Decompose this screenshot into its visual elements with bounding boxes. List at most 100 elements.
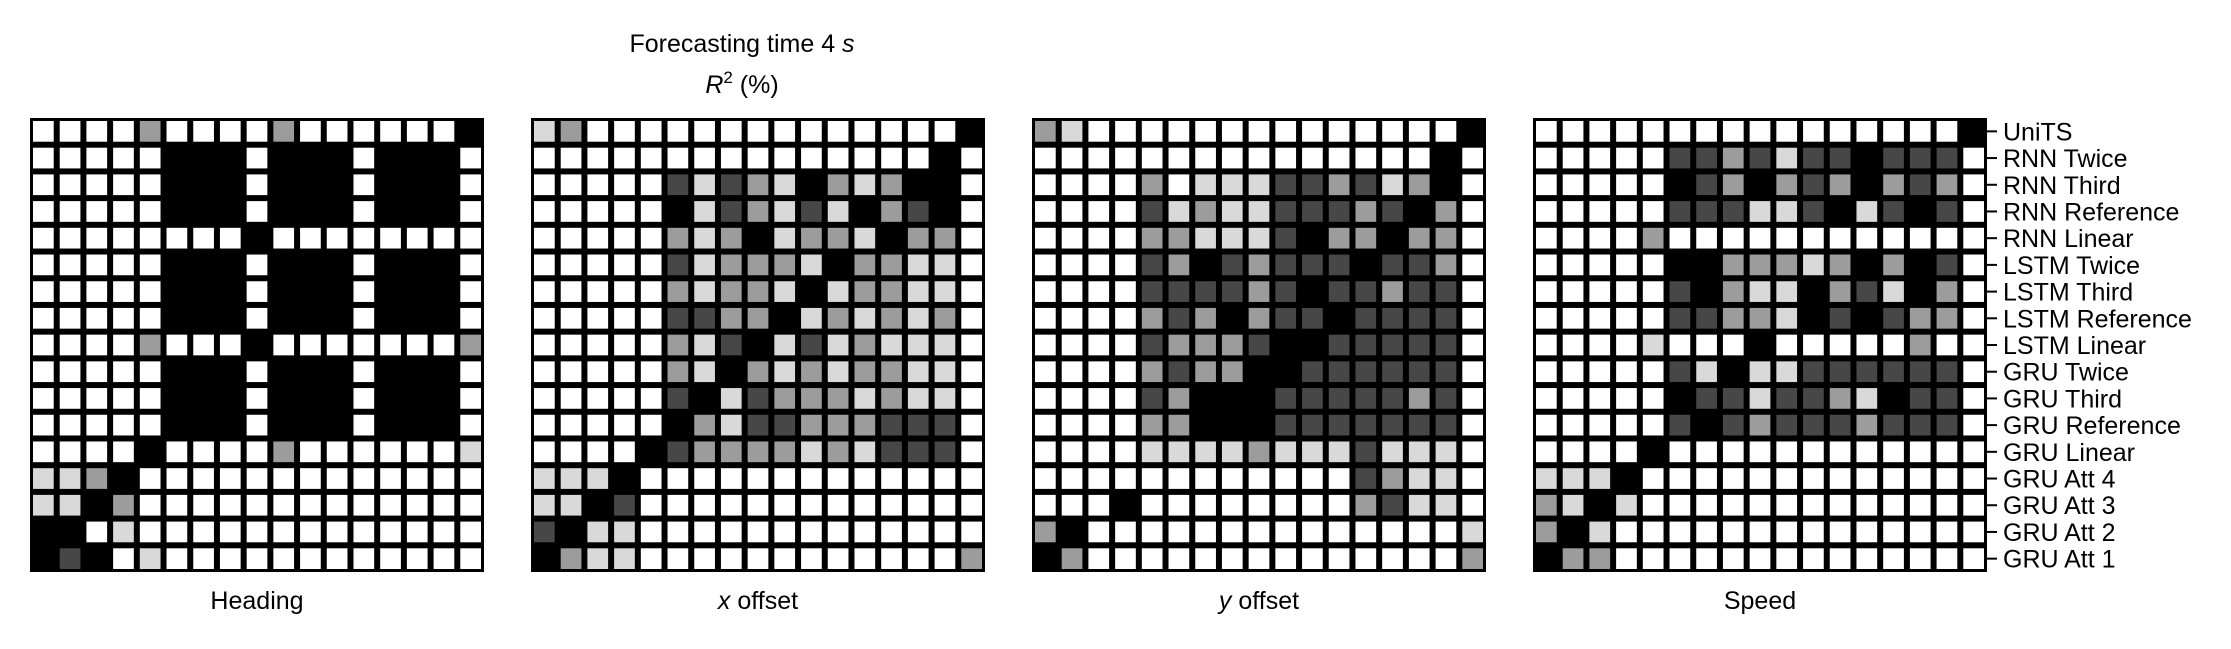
- heatmap-cell: [353, 388, 375, 409]
- heatmap-cell: [1088, 334, 1110, 356]
- heatmap-cell: [1589, 361, 1611, 383]
- heatmap-cell: [326, 468, 348, 489]
- heatmap-cell: [1616, 388, 1637, 409]
- heatmap-cell: [86, 227, 108, 249]
- heatmap-cell: [166, 307, 188, 329]
- heatmap-cell: [1856, 521, 1878, 543]
- heatmap-cell: [33, 174, 54, 196]
- heatmap-cell: [380, 227, 401, 249]
- heatmap-cell: [1669, 307, 1691, 329]
- heatmap-cell: [1195, 307, 1216, 329]
- heatmap-cell: [1328, 307, 1350, 329]
- heatmap-cell: [1856, 227, 1878, 249]
- heatmap-cell: [1562, 441, 1584, 463]
- heatmap-cell: [59, 521, 81, 543]
- heatmap-cell: [1408, 334, 1430, 356]
- heatmap-cell: [1168, 388, 1190, 409]
- heatmap-cell: [1776, 388, 1798, 409]
- heatmap-panel-2: x offset: [531, 118, 985, 615]
- heatmap-cell: [1536, 281, 1557, 302]
- heatmap-cell: [1562, 548, 1584, 569]
- heatmap-cell: [139, 361, 161, 383]
- heatmap-cell: [1642, 227, 1664, 249]
- heatmap-cell: [1909, 361, 1931, 383]
- heatmap-cell: [801, 254, 822, 276]
- heatmap-cell: [1035, 201, 1056, 222]
- heatmap-cell: [1115, 414, 1136, 436]
- heatmap-cell: [1803, 548, 1824, 569]
- heatmap-cell: [614, 121, 635, 142]
- heatmap-cell: [460, 388, 481, 409]
- heatmap-cell: [1616, 521, 1637, 543]
- heatmap-cell: [1803, 174, 1824, 196]
- heatmap-cell: [1883, 201, 1904, 222]
- heatmap-cell: [1035, 334, 1056, 356]
- heatmap-cell: [747, 468, 769, 489]
- heatmap-cell: [219, 281, 241, 302]
- heatmap-cell: [907, 388, 929, 409]
- heatmap-cell: [934, 521, 956, 543]
- heatmap-cell: [694, 254, 715, 276]
- heatmap-cell: [353, 307, 375, 329]
- heatmap-cell: [1589, 414, 1611, 436]
- heatmap-cell: [667, 121, 689, 142]
- heatmap-cell: [667, 414, 689, 436]
- heatmap-cell: [353, 414, 375, 436]
- heatmap-cell: [59, 147, 81, 169]
- heatmap-cell: [801, 307, 822, 329]
- heatmap-cell: [1803, 121, 1824, 142]
- heatmap-cell: [934, 468, 956, 489]
- heatmap-cell: [219, 147, 241, 169]
- heatmap-cell: [1722, 441, 1744, 463]
- heatmap-cell: [934, 281, 956, 302]
- heatmap-cell: [1669, 174, 1691, 196]
- heatmap-cell: [587, 494, 609, 516]
- heatmap-cell: [1669, 361, 1691, 383]
- heatmap-cell: [614, 388, 635, 409]
- heatmap-cell: [1589, 174, 1611, 196]
- heatmap-cell: [1616, 281, 1637, 302]
- heatmap-cell: [1195, 334, 1216, 356]
- heatmap-cell: [587, 254, 609, 276]
- heatmap-cell: [774, 521, 796, 543]
- heatmap-cell: [406, 361, 428, 383]
- heatmap-cell: [86, 548, 108, 569]
- heatmap-cell: [1642, 388, 1664, 409]
- heatmap-cell: [1435, 174, 1457, 196]
- heatmap-cell: [1829, 334, 1851, 356]
- heatmap-cell: [1382, 201, 1403, 222]
- heatmap-cell: [1909, 254, 1931, 276]
- heatmap-cell: [246, 281, 268, 302]
- heatmap-cell: [694, 227, 715, 249]
- heatmap-cell: [614, 201, 635, 222]
- heatmap-cell: [406, 147, 428, 169]
- heatmap-cell: [1536, 548, 1557, 569]
- heatmap-cell: [1355, 521, 1377, 543]
- heatmap-cell: [59, 201, 81, 222]
- heatmap-cell: [774, 307, 796, 329]
- heatmap-cell: [1355, 414, 1377, 436]
- y-tick-label: LSTM Third: [2003, 279, 2133, 307]
- y-tick-label: RNN Third: [2003, 172, 2121, 200]
- heatmap-cell: [1382, 281, 1403, 302]
- heatmap-cell: [1195, 121, 1216, 142]
- heatmap-cell: [587, 201, 609, 222]
- heatmap-cell: [1221, 121, 1243, 142]
- heatmap-cell: [534, 388, 555, 409]
- heatmap-cell: [1275, 121, 1297, 142]
- heatmap-cell: [113, 441, 134, 463]
- heatmap-cell: [1722, 174, 1744, 196]
- heatmap-cell: [560, 201, 582, 222]
- heatmap-cell: [961, 121, 982, 142]
- heatmap-cell: [1195, 254, 1216, 276]
- heatmap-cell: [166, 147, 188, 169]
- heatmap-cell: [801, 147, 822, 169]
- heatmap-cell: [720, 414, 742, 436]
- heatmap-cell: [934, 388, 956, 409]
- heatmap-cell: [1168, 494, 1190, 516]
- heatmap-cell: [774, 201, 796, 222]
- heatmap-cell: [193, 307, 214, 329]
- heatmap-cell: [934, 361, 956, 383]
- heatmap-cell: [353, 441, 375, 463]
- heatmap-cell: [1328, 334, 1350, 356]
